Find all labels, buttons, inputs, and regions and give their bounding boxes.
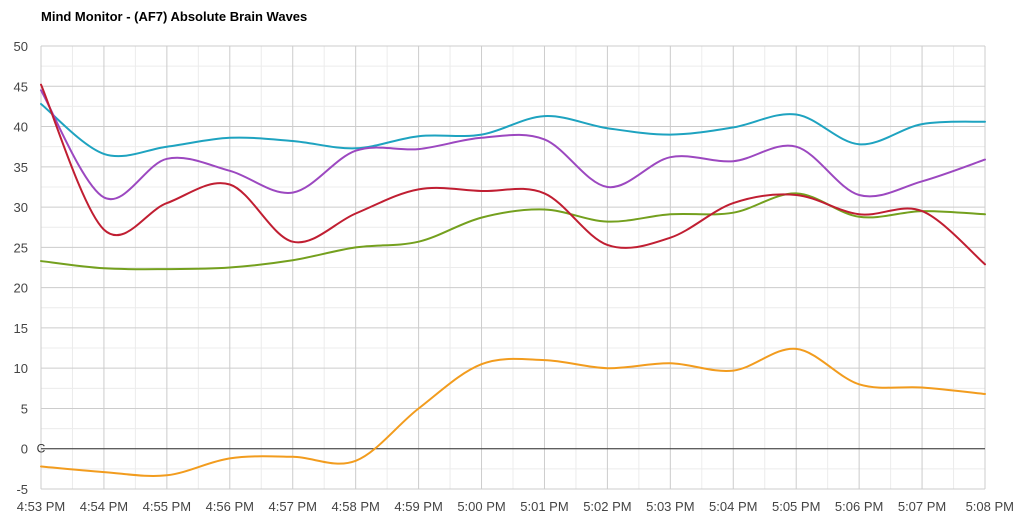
- tick-labels: -5 0 5 10 15 20 25 30 35 40 45 50 4:53 PM 4:54 PM 4:55…: [14, 39, 1014, 514]
- y-tick-label: 30: [14, 200, 28, 215]
- x-tick-label: 4:57 PM: [269, 499, 317, 514]
- x-tick-label: 5:07 PM: [898, 499, 946, 514]
- series-line-1: [40, 102, 986, 158]
- y-tick-label: 5: [21, 401, 28, 416]
- chart-title: Mind Monitor - (AF7) Absolute Brain Wave…: [41, 9, 308, 24]
- x-tick-label: 4:55 PM: [143, 499, 191, 514]
- x-tick-label: 4:56 PM: [206, 499, 254, 514]
- y-tick-label: 0: [21, 442, 28, 457]
- x-tick-label: 5:08 PM: [966, 499, 1014, 514]
- x-tick-label: 5:00 PM: [457, 499, 505, 514]
- y-tick-label: 50: [14, 39, 28, 54]
- x-tick-label: 4:54 PM: [80, 499, 128, 514]
- y-tick-label: 10: [14, 361, 28, 376]
- x-tick-label: 4:59 PM: [394, 499, 442, 514]
- x-tick-label: 5:04 PM: [709, 499, 757, 514]
- y-tick-label: 25: [14, 240, 28, 255]
- x-tick-label: 5:02 PM: [583, 499, 631, 514]
- y-tick-label: 35: [14, 160, 28, 175]
- series-line-3: [40, 83, 986, 266]
- x-tick-label: 5:01 PM: [520, 499, 568, 514]
- grid: [40, 45, 986, 490]
- zero-line-marker: C: [37, 442, 46, 456]
- x-tick-label: 5:03 PM: [646, 499, 694, 514]
- axes: C: [37, 442, 985, 456]
- y-tick-label: 15: [14, 321, 28, 336]
- series-line-5: [40, 347, 986, 477]
- x-tick-label: 4:58 PM: [331, 499, 379, 514]
- y-tick-label: 45: [14, 79, 28, 94]
- x-tick-label: 4:53 PM: [17, 499, 65, 514]
- y-tick-label: 40: [14, 120, 28, 135]
- x-tick-label: 5:05 PM: [772, 499, 820, 514]
- series-lines: [40, 83, 986, 477]
- y-tick-label: -5: [16, 482, 28, 497]
- series-line-2: [40, 89, 986, 201]
- x-tick-label: 5:06 PM: [835, 499, 883, 514]
- y-tick-label: 20: [14, 281, 28, 296]
